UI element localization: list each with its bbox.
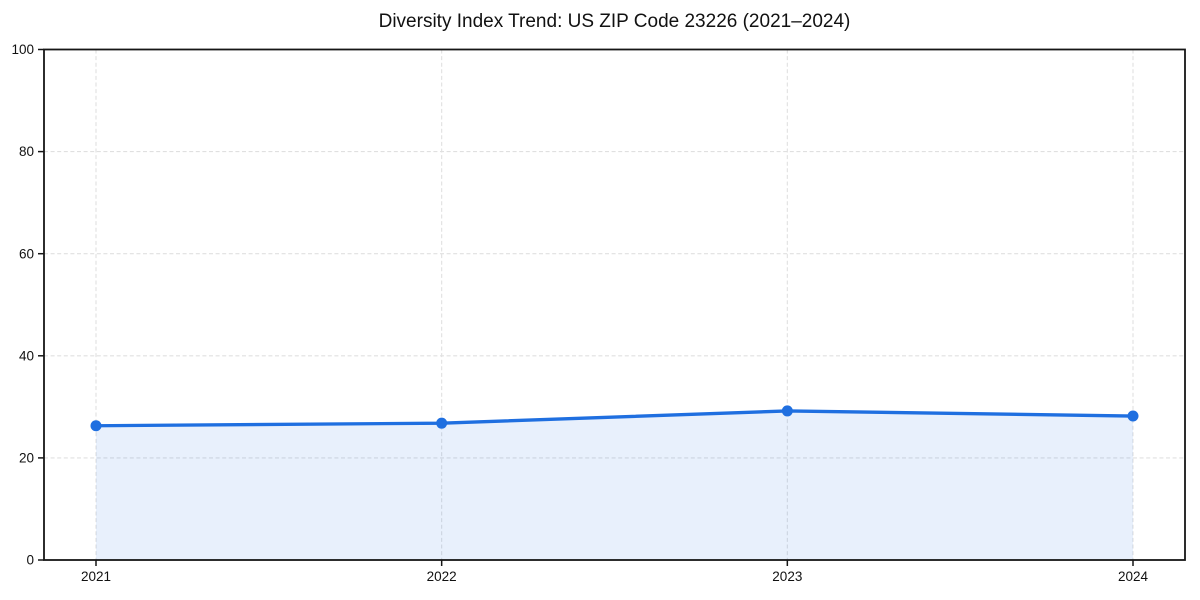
data-point-2023	[781, 405, 793, 417]
y-axis-tick-label-0: 0	[26, 553, 34, 568]
plot-border	[43, 48, 1186, 561]
data-point-2022	[436, 417, 448, 429]
x-axis-tick-label-2021: 2021	[81, 569, 111, 584]
trend-line	[94, 409, 1135, 428]
area-fill	[96, 410, 1133, 560]
y-axis-tick-label-80: 80	[19, 144, 34, 159]
x-axis-tick-label-2024: 2024	[1118, 569, 1149, 584]
y-axis-tick-label-60: 60	[19, 246, 34, 261]
data-point-2021	[90, 420, 102, 432]
chart-title: Diversity Index Trend: US ZIP Code 23226…	[378, 11, 851, 32]
y-axis-tick-label-40: 40	[19, 348, 34, 363]
x-axis-tick-label-2023: 2023	[772, 569, 802, 584]
data-point-2024	[1127, 410, 1139, 422]
y-axis-tick-label-20: 20	[19, 450, 34, 465]
x-axis-tick-label-2022: 2022	[427, 569, 457, 584]
y-axis-tick-label-100: 100	[11, 42, 34, 57]
